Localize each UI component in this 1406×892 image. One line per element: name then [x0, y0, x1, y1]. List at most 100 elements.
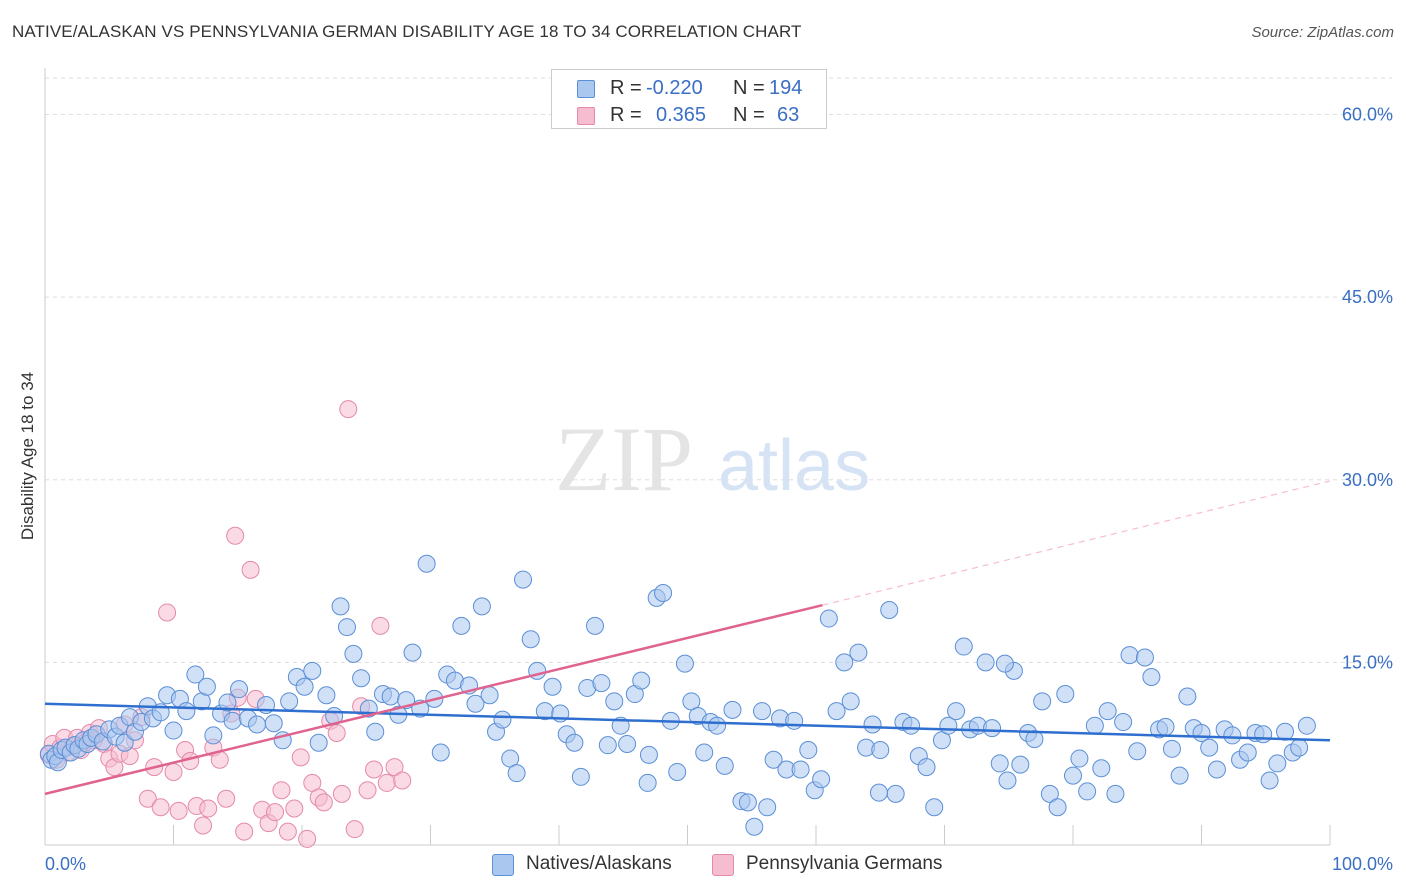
natives-alaskans-point: [204, 726, 223, 745]
natives-alaskans-point: [871, 741, 890, 760]
natives-alaskans-point: [1260, 771, 1279, 790]
natives-alaskans-point: [753, 702, 772, 721]
natives-alaskans-point: [1048, 798, 1067, 817]
natives-alaskans-point: [990, 754, 1009, 773]
natives-alaskans-point: [1025, 730, 1044, 749]
natives-alaskans-point: [1070, 749, 1089, 768]
natives-alaskans-point: [1040, 784, 1059, 803]
natives-alaskans-point: [1276, 722, 1295, 741]
natives-alaskans-point: [863, 715, 882, 734]
legend-n-label: N =: [733, 104, 765, 126]
natives-alaskans-point: [745, 817, 764, 836]
natives-alaskans-point: [1033, 692, 1052, 711]
natives-alaskans-point: [639, 745, 658, 764]
x-tick-label: 0.0%: [45, 854, 86, 874]
natives-alaskans-point: [344, 644, 363, 663]
legend-n-value-natives: 194: [769, 77, 803, 99]
y-tick-label: 45.0%: [1342, 287, 1393, 307]
natives-alaskans-point: [309, 733, 328, 752]
pennsylvania-germans-point: [169, 801, 188, 820]
pennsylvania-germans-point: [199, 799, 218, 818]
pennsylvania-germans-point: [345, 820, 364, 839]
natives-alaskans-point: [521, 630, 540, 649]
pennsylvania-germans-point: [241, 560, 260, 579]
natives-alaskans-point: [331, 597, 350, 616]
natives-alaskans-point: [654, 583, 673, 602]
pennsylvania-germans-point: [158, 603, 177, 622]
legend-r-value-pennsylvania: 0.365: [656, 104, 707, 126]
natives-alaskans-point: [295, 677, 314, 696]
natives-alaskans-point: [177, 702, 196, 721]
natives-alaskans-point: [571, 767, 590, 786]
natives-alaskans-point: [785, 711, 804, 730]
natives-alaskans-point: [947, 702, 966, 721]
x-tick-label: 100.0%: [1332, 854, 1393, 874]
natives-alaskans-point: [452, 616, 471, 635]
pennsylvania-germans-point: [364, 760, 383, 779]
natives-alaskans-point: [723, 700, 742, 719]
natives-alaskans-point: [715, 756, 734, 775]
natives-alaskans-point: [1223, 726, 1242, 745]
chart-title: NATIVE/ALASKAN VS PENNSYLVANIA GERMAN DI…: [12, 22, 802, 41]
natives-alaskans-point: [1142, 667, 1161, 686]
pennsylvania-germans-point: [138, 789, 157, 808]
y-tick-label: 30.0%: [1342, 470, 1393, 490]
natives-alaskans-point: [543, 677, 562, 696]
natives-alaskans-point: [1128, 742, 1147, 761]
bottom-legend-label-pennsylvania: Pennsylvania Germans: [746, 853, 943, 874]
bottom-legend-label-natives: Natives/Alaskans: [526, 853, 672, 874]
natives-alaskans-point: [849, 643, 868, 662]
pennsylvania-germans-point: [217, 789, 236, 808]
natives-alaskans-point: [514, 570, 533, 589]
natives-alaskans-point: [466, 694, 485, 713]
natives-alaskans-point: [248, 715, 267, 734]
natives-alaskans-point: [799, 741, 818, 760]
pennsylvania-germans-point: [393, 771, 412, 790]
legend-r-label: R =: [610, 104, 642, 126]
pennsylvania-germans-point: [226, 526, 245, 545]
natives-alaskans-point: [791, 760, 810, 779]
natives-alaskans-point: [381, 687, 400, 706]
natives-alaskans-point: [403, 643, 422, 662]
natives-alaskans-point: [280, 692, 299, 711]
pennsylvania-germans-point: [314, 793, 333, 812]
axes: [44, 68, 1331, 846]
legend-r-value-natives: -0.220: [646, 77, 703, 99]
pennsylvania-germans-point: [371, 616, 390, 635]
natives-alaskans-point: [925, 798, 944, 817]
natives-alaskans-point: [1200, 738, 1219, 757]
natives-alaskans-point: [1238, 743, 1257, 762]
natives-alaskans-trend-line: [44, 702, 1331, 742]
natives-alaskans-point: [605, 692, 624, 711]
natives-alaskans-point: [764, 750, 783, 769]
correlation-legend: R = -0.220 N = 194 R = 0.365 N = 63: [551, 69, 827, 129]
pennsylvania-germans-point: [377, 773, 396, 792]
watermark-zip: ZIP: [555, 408, 693, 510]
pennsylvania-germans-point: [285, 799, 304, 818]
natives-alaskans-point: [995, 654, 1014, 673]
natives-alaskans-point: [668, 762, 687, 781]
source-label: Source: ZipAtlas.com: [1251, 24, 1394, 41]
natives-alaskans-point: [738, 793, 757, 812]
natives-alaskans-point: [1156, 717, 1175, 736]
pennsylvania-germans-point: [358, 781, 377, 800]
natives-alaskans-point: [869, 783, 888, 802]
natives-alaskans-point: [758, 798, 777, 817]
natives-alaskans-point: [1297, 716, 1316, 735]
natives-alaskans-point: [1254, 725, 1273, 744]
natives-alaskans-point: [1268, 754, 1287, 773]
natives-alaskans-point: [983, 719, 1002, 738]
natives-alaskans-point: [115, 733, 134, 752]
natives-alaskans-point: [1162, 739, 1181, 758]
natives-alaskans-point: [197, 677, 216, 696]
natives-alaskans-point: [638, 773, 657, 792]
natives-alaskans-point: [480, 686, 499, 705]
natives-alaskans-point: [472, 597, 491, 616]
natives-alaskans-point: [1011, 755, 1030, 774]
natives-alaskans-point: [218, 693, 237, 712]
natives-alaskans-point: [230, 680, 249, 699]
natives-alaskans-point: [632, 671, 651, 690]
natives-alaskans-point: [1064, 766, 1082, 785]
natives-alaskans-point: [1120, 646, 1139, 665]
